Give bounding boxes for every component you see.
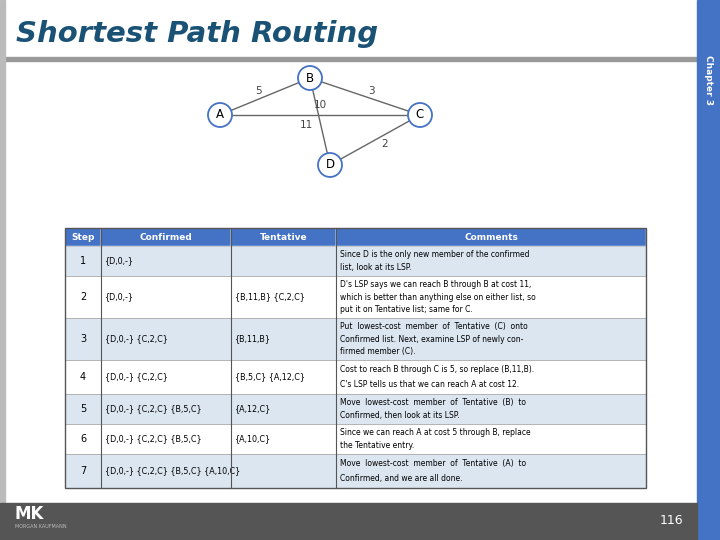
Text: {A,10,C}: {A,10,C} (235, 435, 271, 443)
Text: 1: 1 (80, 256, 86, 266)
Text: {D,0,-}: {D,0,-} (105, 293, 134, 301)
Text: {D,0,-} {C,2,C}: {D,0,-} {C,2,C} (105, 334, 168, 343)
Bar (5, 57, 697, 61)
Text: C's LSP tells us that we can reach A at cost 12.: C's LSP tells us that we can reach A at … (340, 380, 519, 389)
Text: D: D (325, 159, 335, 172)
Text: 2: 2 (80, 292, 86, 302)
Bar (336, 318, 646, 360)
Text: list, look at its LSP.: list, look at its LSP. (340, 263, 412, 272)
Text: {D,0,-} {C,2,C} {B,5,C}: {D,0,-} {C,2,C} {B,5,C} (105, 435, 202, 443)
Bar (231, 424, 336, 454)
Text: Cost to reach B through C is 5, so replace (B,11,B).: Cost to reach B through C is 5, so repla… (340, 365, 534, 374)
Bar (65, 318, 101, 360)
Circle shape (208, 103, 232, 127)
Text: put it on Tentative list; same for C.: put it on Tentative list; same for C. (340, 305, 473, 314)
Text: Chapter 3: Chapter 3 (703, 55, 713, 105)
Text: MORGAN KAUFMANN: MORGAN KAUFMANN (15, 523, 67, 529)
Text: Since D is the only new member of the confirmed: Since D is the only new member of the co… (340, 250, 529, 259)
Circle shape (318, 153, 342, 177)
Text: 4: 4 (80, 372, 86, 382)
Bar (336, 394, 646, 424)
Bar (101, 276, 231, 318)
Text: Step: Step (71, 233, 95, 241)
Text: {D,0,-} {C,2,C}: {D,0,-} {C,2,C} (105, 373, 168, 381)
Text: Put  lowest-cost  member  of  Tentative  (C)  onto: Put lowest-cost member of Tentative (C) … (340, 322, 528, 331)
Text: Shortest Path Routing: Shortest Path Routing (16, 20, 378, 48)
Text: B: B (306, 71, 314, 84)
Text: 6: 6 (80, 434, 86, 444)
Text: 3: 3 (80, 334, 86, 344)
Text: Confirmed: Confirmed (140, 233, 192, 241)
Text: 2: 2 (382, 139, 388, 149)
Circle shape (408, 103, 432, 127)
Bar (65, 276, 101, 318)
Bar (65, 228, 646, 488)
Bar (65, 360, 101, 394)
Bar (697, 0, 720, 540)
Bar (336, 276, 646, 318)
Text: 5: 5 (256, 85, 262, 96)
Bar (101, 246, 231, 276)
Text: 10: 10 (313, 100, 327, 110)
Text: {B,5,C} {A,12,C}: {B,5,C} {A,12,C} (235, 373, 305, 381)
Bar (101, 424, 231, 454)
Bar (65, 394, 101, 424)
Bar (231, 360, 336, 394)
Text: firmed member (C).: firmed member (C). (340, 347, 415, 356)
Bar (231, 276, 336, 318)
Text: Confirmed, and we are all done.: Confirmed, and we are all done. (340, 474, 462, 483)
Bar (336, 454, 646, 488)
Bar (0, 0, 5, 540)
Text: {B,11,B}: {B,11,B} (235, 334, 271, 343)
Bar (231, 394, 336, 424)
Text: the Tentative entry.: the Tentative entry. (340, 441, 414, 450)
Text: 7: 7 (80, 466, 86, 476)
Text: MK: MK (15, 505, 45, 523)
Text: Comments: Comments (464, 233, 518, 241)
Bar (336, 360, 646, 394)
Bar (231, 318, 336, 360)
Text: 5: 5 (80, 404, 86, 414)
Text: 11: 11 (300, 120, 312, 131)
Bar (336, 246, 646, 276)
Text: Move  lowest-cost  member  of  Tentative  (A)  to: Move lowest-cost member of Tentative (A)… (340, 459, 526, 468)
Bar (101, 318, 231, 360)
Text: Since we can reach A at cost 5 through B, replace: Since we can reach A at cost 5 through B… (340, 428, 531, 437)
Bar (65, 228, 101, 246)
Bar (65, 246, 101, 276)
Text: D's LSP says we can reach B through B at cost 11,: D's LSP says we can reach B through B at… (340, 280, 531, 289)
Bar (101, 394, 231, 424)
Bar (101, 360, 231, 394)
Bar (101, 228, 231, 246)
Text: which is better than anything else on either list, so: which is better than anything else on ei… (340, 293, 536, 301)
Text: 3: 3 (368, 85, 374, 96)
Text: Confirmed list. Next, examine LSP of newly con-: Confirmed list. Next, examine LSP of new… (340, 334, 523, 343)
Bar (231, 228, 336, 246)
Text: {D,0,-} {C,2,C} {B,5,C}: {D,0,-} {C,2,C} {B,5,C} (105, 404, 202, 414)
Bar (65, 454, 101, 488)
Bar (65, 424, 101, 454)
Text: {D,0,-}: {D,0,-} (105, 256, 134, 266)
Text: Tentative: Tentative (260, 233, 307, 241)
Bar (231, 454, 336, 488)
Text: {A,12,C}: {A,12,C} (235, 404, 271, 414)
Text: C: C (416, 109, 424, 122)
Circle shape (298, 66, 322, 90)
Text: 116: 116 (660, 515, 683, 528)
Text: Confirmed, then look at its LSP.: Confirmed, then look at its LSP. (340, 411, 459, 420)
Text: Move  lowest-cost  member  of  Tentative  (B)  to: Move lowest-cost member of Tentative (B)… (340, 398, 526, 407)
Text: {D,0,-} {C,2,C} {B,5,C} {A,10,C}: {D,0,-} {C,2,C} {B,5,C} {A,10,C} (105, 467, 240, 476)
Bar (0, 503, 697, 540)
Bar (336, 424, 646, 454)
Text: A: A (216, 109, 224, 122)
Bar (231, 246, 336, 276)
Bar (336, 228, 646, 246)
Bar (101, 454, 231, 488)
Text: {B,11,B} {C,2,C}: {B,11,B} {C,2,C} (235, 293, 305, 301)
